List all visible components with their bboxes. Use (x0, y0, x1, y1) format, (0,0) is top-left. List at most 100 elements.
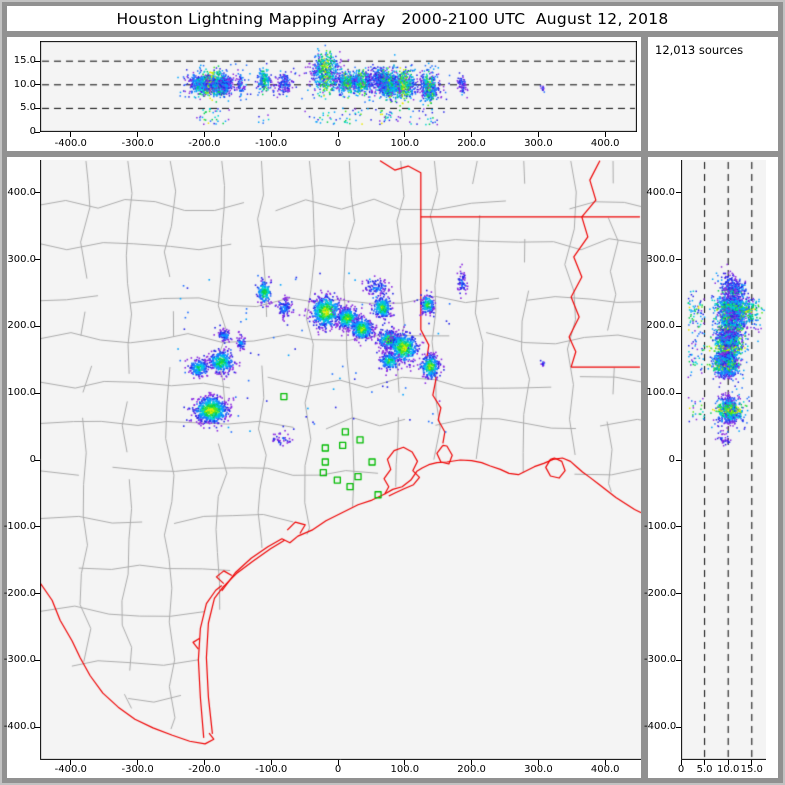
right-y-tick-label: 0 (668, 454, 675, 465)
map-x-tick-label: 200.0 (457, 764, 486, 775)
top-x-tick-label: -100.0 (255, 138, 288, 149)
ns-altitude-panel (648, 157, 778, 778)
top-y-tick (35, 84, 40, 86)
right-x-tick-label: 5.0 (696, 764, 713, 775)
top-x-tick-label: 400.0 (590, 138, 620, 149)
right-y-tick (676, 325, 681, 327)
map-x-tick-label: 300.0 (524, 764, 553, 775)
right-y-tick (676, 526, 681, 528)
top-x-tick (203, 132, 205, 137)
top-x-tick (70, 132, 72, 137)
map-x-tick-label: 100.0 (390, 764, 420, 775)
map-x-tick-label: -300.0 (121, 764, 154, 775)
map-x-tick (137, 760, 139, 765)
top-x-tick-label: -400.0 (54, 138, 87, 149)
top-y-tick-label: 15.0 (13, 55, 36, 67)
map-x-tick (337, 760, 339, 765)
map-x-tick-label: -400.0 (54, 764, 87, 775)
right-y-tick (676, 659, 681, 661)
top-x-tick-label: 200.0 (457, 138, 486, 149)
map-x-tick-label: -100.0 (255, 764, 288, 775)
top-x-tick (270, 132, 272, 137)
map-x-tick (70, 760, 72, 765)
right-y-tick-label: -400.0 (644, 721, 677, 733)
source-count-label: 12,013 sources (655, 43, 744, 57)
ew-altitude-scatter[interactable] (40, 41, 637, 132)
top-y-tick-label: 5.0 (20, 102, 36, 114)
page-title: Houston Lightning Mapping Array 2000-210… (116, 9, 669, 28)
map-x-tick (404, 760, 406, 765)
top-x-tick (404, 132, 406, 137)
top-x-tick (537, 132, 539, 137)
top-x-tick-label: -200.0 (188, 138, 221, 149)
map-y-tick (35, 659, 40, 661)
top-x-tick-label: 300.0 (524, 138, 553, 149)
right-y-tick-label: -200.0 (644, 587, 677, 599)
right-y-tick-label: 400.0 (646, 186, 675, 198)
map-y-tick (35, 526, 40, 528)
plan-view-panel (7, 157, 641, 778)
right-y-tick-label: -100.0 (644, 520, 677, 532)
ns-altitude-scatter[interactable] (681, 160, 766, 760)
right-y-tick-label: 100.0 (646, 387, 675, 399)
top-y-tick-label: 0 (29, 126, 36, 137)
right-y-tick (676, 392, 681, 394)
map-x-tick-label: -200.0 (188, 764, 221, 775)
map-y-tick (35, 593, 40, 595)
right-y-tick (676, 259, 681, 261)
plan-view-map-scatter[interactable] (40, 160, 641, 760)
map-x-tick (604, 760, 606, 765)
map-x-tick (471, 760, 473, 765)
right-x-tick (751, 760, 753, 765)
right-x-tick (704, 760, 706, 765)
top-y-tick (35, 107, 40, 109)
top-x-tick (604, 132, 606, 137)
top-x-tick (137, 132, 139, 137)
top-y-tick (35, 60, 40, 62)
right-y-tick (676, 192, 681, 194)
top-x-tick-label: -300.0 (121, 138, 154, 149)
top-x-tick-label: 100.0 (390, 138, 420, 149)
map-y-tick-label: 100.0 (7, 387, 36, 399)
map-y-tick-label: 0 (29, 454, 36, 465)
right-y-tick-label: -300.0 (644, 654, 677, 666)
map-y-tick (35, 392, 40, 394)
right-x-tick (727, 760, 729, 765)
ew-altitude-plot-area (40, 41, 637, 132)
map-y-tick-label: -300.0 (3, 654, 36, 666)
right-y-tick (676, 726, 681, 728)
top-y-tick (35, 131, 40, 133)
top-x-tick (337, 132, 339, 137)
map-y-tick-label: -400.0 (3, 721, 36, 733)
top-y-tick-label: 10.0 (13, 78, 36, 90)
map-y-tick (35, 325, 40, 327)
map-y-tick (35, 726, 40, 728)
map-y-tick-label: 300.0 (7, 253, 36, 265)
map-y-tick-label: -200.0 (3, 587, 36, 599)
map-x-tick-label: 0 (334, 764, 342, 775)
right-x-tick-label: 15.0 (740, 764, 763, 775)
right-y-tick-label: 300.0 (646, 253, 675, 265)
plan-view-plot-area (40, 160, 641, 760)
right-x-tick-label: 10.0 (717, 764, 740, 775)
right-x-tick-label: 0 (677, 764, 685, 775)
map-x-tick (537, 760, 539, 765)
top-x-tick-label: 0 (334, 138, 342, 149)
title-bar: Houston Lightning Mapping Array 2000-210… (7, 6, 778, 31)
top-x-tick (471, 132, 473, 137)
right-x-tick (680, 760, 682, 765)
map-y-tick (35, 459, 40, 461)
map-x-tick (270, 760, 272, 765)
map-y-tick-label: -100.0 (3, 520, 36, 532)
map-y-tick-label: 400.0 (7, 186, 36, 198)
right-y-tick (676, 459, 681, 461)
right-y-tick-label: 200.0 (646, 320, 675, 332)
sources-panel: 12,013 sources (648, 37, 778, 151)
map-y-tick-label: 200.0 (7, 320, 36, 332)
map-y-tick (35, 259, 40, 261)
map-y-tick (35, 192, 40, 194)
ew-altitude-panel (7, 37, 641, 151)
map-x-tick (203, 760, 205, 765)
right-y-tick (676, 593, 681, 595)
map-x-tick-label: 400.0 (590, 764, 620, 775)
